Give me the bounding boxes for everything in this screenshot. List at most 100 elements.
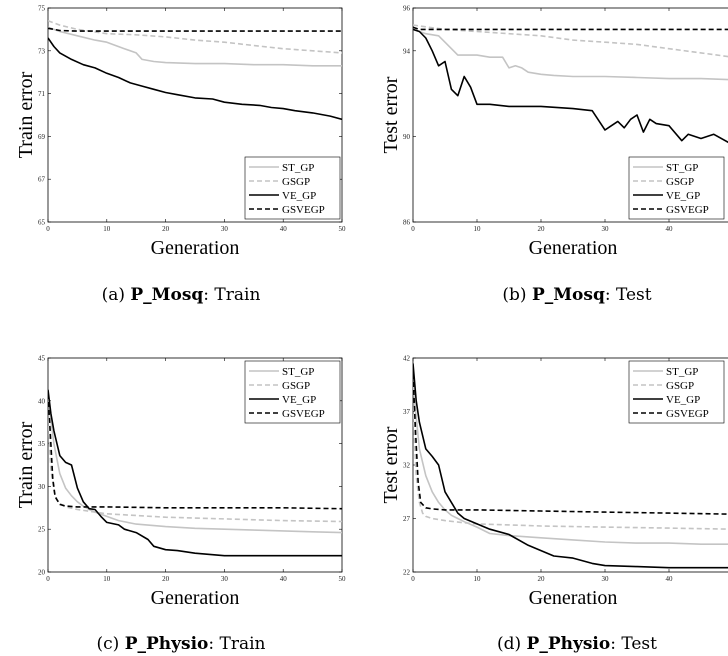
x-tick-label: 10 — [103, 225, 111, 233]
caption-prefix: (b) — [502, 285, 532, 305]
x-tick-label: 30 — [602, 225, 610, 233]
legend-label: GSVEGP — [666, 204, 709, 216]
legend-label: VE_GP — [282, 190, 316, 202]
y-tick-label: 32 — [403, 462, 411, 470]
legend-label: GSGP — [666, 176, 694, 188]
caption-prefix: (c) — [97, 634, 125, 654]
x-tick-label: 20 — [538, 225, 546, 233]
chart-panel-3: 0 10 20 30 40 50 20 25 30 35 40 45 Generation Train e… — [15, 355, 346, 655]
x-tick-label: 40 — [666, 225, 674, 233]
legend-label: VE_GP — [666, 190, 700, 202]
legend-label: ST_GP — [666, 162, 698, 174]
caption-prefix: (a) — [102, 285, 131, 305]
chart-panel-2: 0102030405086909496GenerationTest errorS… — [380, 5, 728, 305]
chart-panel-4: 010203040502227323742GenerationTest erro… — [380, 355, 728, 654]
panel-caption: (a) P_Mosq: Train — [102, 285, 261, 305]
legend-label: GSVEGP — [282, 408, 325, 420]
legend-label: ST_GP — [666, 366, 698, 378]
chart-panel-1: 0 10 20 30 40 50 65 67 69 71 73 75 Generation Train e… — [15, 5, 346, 306]
x-tick-label: 50 — [339, 575, 347, 583]
series-line-gsgp — [48, 20, 342, 54]
caption-suffix: : Test — [605, 285, 652, 305]
series-line-ve-gp — [413, 28, 728, 144]
x-tick-label: 40 — [666, 575, 674, 583]
y-tick-label: 90 — [403, 133, 411, 141]
caption-dataset: P_Physio — [527, 634, 611, 654]
x-axis-label: Generation — [529, 237, 618, 259]
y-tick-label: 37 — [403, 408, 411, 416]
y-tick-label: 35 — [38, 440, 46, 448]
x-tick-label: 20 — [162, 575, 170, 583]
x-axis-label: Generation — [151, 587, 240, 609]
x-tick-label: 0 — [46, 575, 50, 583]
x-tick-label: 30 — [221, 575, 229, 583]
y-tick-label: 42 — [403, 355, 411, 363]
y-tick-label: 30 — [38, 483, 46, 491]
series-line-gsvegp — [413, 26, 728, 31]
legend: ST_GP GSGP VE_GP GSVEGP — [628, 360, 725, 424]
x-tick-label: 30 — [602, 575, 610, 583]
series-line-ve-gp — [48, 37, 342, 121]
caption-prefix: (d) — [497, 634, 527, 654]
y-axis-label: Train error — [15, 421, 37, 508]
x-tick-label: 20 — [538, 575, 546, 583]
y-axis-label: Test error — [380, 426, 402, 503]
y-tick-label: 71 — [38, 90, 46, 98]
plot-frame — [47, 357, 343, 573]
y-tick-label: 45 — [38, 355, 46, 363]
x-tick-label: 40 — [280, 225, 288, 233]
y-axis-label: Test error — [380, 76, 402, 153]
caption-suffix: : Train — [203, 285, 260, 305]
series-line-st-gp — [48, 396, 342, 534]
x-tick-label: 50 — [339, 225, 347, 233]
panel-caption: (b) P_Mosq: Test — [502, 285, 651, 305]
caption-suffix: : Train — [208, 634, 265, 654]
panel-caption: (c) P_Physio: Train — [97, 634, 266, 654]
x-tick-label: 10 — [474, 225, 482, 233]
y-tick-label: 96 — [403, 5, 411, 13]
series-line-gsgp — [413, 406, 728, 530]
caption-dataset: P_Mosq — [130, 285, 203, 305]
legend-label: VE_GP — [666, 394, 700, 406]
legend: ST_GP GSGP VE_GP GSVEGP — [244, 156, 341, 220]
y-tick-label: 40 — [38, 397, 46, 405]
y-tick-label: 22 — [403, 569, 411, 577]
y-tick-label: 73 — [38, 47, 46, 55]
plot-frame — [47, 7, 343, 223]
legend-label: ST_GP — [282, 366, 314, 378]
legend: ST_GP GSGP VE_GP GSVEGP — [628, 156, 725, 220]
series-line-ve-gp — [48, 389, 342, 557]
legend: ST_GP GSGP VE_GP GSVEGP — [244, 360, 341, 424]
x-tick-label: 10 — [103, 575, 111, 583]
y-tick-label: 25 — [38, 526, 46, 534]
series-line-gsvegp — [48, 27, 342, 32]
legend-label: GSVEGP — [666, 408, 709, 420]
x-tick-label: 30 — [221, 225, 229, 233]
y-tick-label: 65 — [38, 219, 46, 227]
plot-frame — [412, 7, 728, 223]
legend-label: GSGP — [282, 176, 310, 188]
y-tick-label: 27 — [403, 515, 411, 523]
series-line-gsgp — [48, 417, 342, 523]
x-tick-label: 0 — [411, 575, 415, 583]
series-line-gsvegp — [413, 373, 728, 515]
y-tick-label: 67 — [38, 176, 46, 184]
x-tick-label: 0 — [411, 225, 415, 233]
y-tick-label: 69 — [38, 133, 46, 141]
x-axis-label: Generation — [529, 587, 618, 609]
legend-label: GSVEGP — [282, 204, 325, 216]
series-line-st-gp — [413, 384, 728, 546]
x-tick-label: 20 — [162, 225, 170, 233]
series-line-gsvegp — [48, 393, 342, 510]
y-tick-label: 94 — [403, 47, 411, 55]
x-tick-label: 0 — [46, 225, 50, 233]
x-tick-label: 40 — [280, 575, 288, 583]
legend-label: GSGP — [666, 380, 694, 392]
series-line-st-gp — [48, 26, 342, 67]
panel-caption: (d) P_Physio: Test — [497, 634, 657, 654]
legend-label: GSGP — [282, 380, 310, 392]
caption-dataset: P_Physio — [125, 634, 209, 654]
x-tick-label: 10 — [474, 575, 482, 583]
series-line-st-gp — [413, 28, 728, 81]
